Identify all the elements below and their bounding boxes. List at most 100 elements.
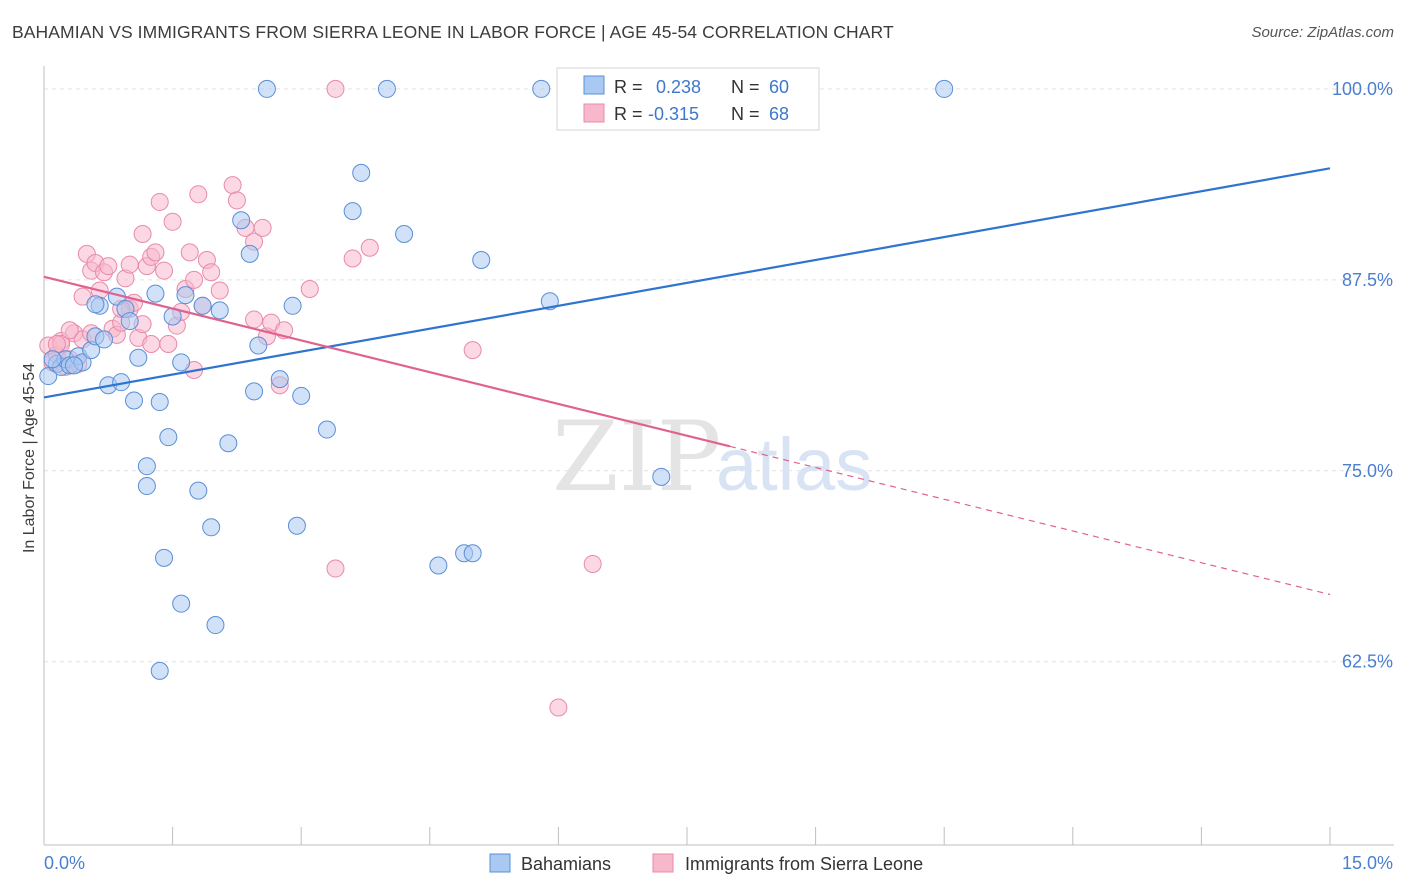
point-sierra-leone-36 xyxy=(189,185,208,204)
point-sierra-leone-34 xyxy=(180,243,199,262)
point-bahamians-58 xyxy=(86,295,105,314)
bottom-legend-swatch-sierra-leone xyxy=(652,853,674,873)
point-bahamians-32 xyxy=(219,434,238,453)
point-sierra-leone-23 xyxy=(133,225,152,244)
point-sierra-leone-59 xyxy=(60,321,79,340)
trend-line-sierra-leone xyxy=(43,275,731,448)
r-value-2: -0.315 xyxy=(648,104,699,124)
point-sierra-leone-64 xyxy=(142,334,161,353)
point-sierra-leone-54 xyxy=(326,79,345,98)
r-value-1: 0.238 xyxy=(656,77,701,97)
point-bahamians-53 xyxy=(652,467,671,486)
point-sierra-leone-52 xyxy=(343,249,362,268)
point-bahamians-51 xyxy=(532,79,551,98)
point-sierra-leone-57 xyxy=(583,554,602,573)
point-bahamians-56 xyxy=(43,350,62,369)
point-bahamians-46 xyxy=(395,225,414,244)
point-sierra-leone-66 xyxy=(245,310,264,329)
point-sierra-leone-55 xyxy=(463,341,482,360)
point-bahamians-22 xyxy=(159,428,178,447)
point-sierra-leone-29 xyxy=(159,334,178,353)
point-bahamians-33 xyxy=(232,211,251,230)
point-bahamians-15 xyxy=(125,391,144,410)
point-sierra-leone-28 xyxy=(155,261,174,280)
point-bahamians-16 xyxy=(129,348,148,367)
bottom-legend: Bahamians Immigrants from Sierra Leone xyxy=(489,853,923,874)
trend-line-sierra-leone-extrapolated xyxy=(729,445,1331,596)
n-label-1: N = xyxy=(731,77,760,97)
y-tick-label-1: 87.5% xyxy=(1342,270,1393,290)
point-sierra-leone-27 xyxy=(150,192,169,211)
point-bahamians-31 xyxy=(210,301,229,320)
point-bahamians-20 xyxy=(150,393,169,412)
n-value-1: 60 xyxy=(769,77,789,97)
point-bahamians-49 xyxy=(463,544,482,563)
point-bahamians-39 xyxy=(283,296,302,315)
point-bahamians-26 xyxy=(176,286,195,305)
r-label-1: R = xyxy=(614,77,643,97)
point-sierra-leone-67 xyxy=(47,334,66,353)
grid-lines xyxy=(44,88,1390,663)
point-sierra-leone-56 xyxy=(549,698,568,717)
legend-swatch-bahamians xyxy=(583,75,605,95)
point-bahamians-27 xyxy=(189,481,208,500)
source-label: Source: ZipAtlas.com xyxy=(1251,24,1394,41)
r-label-2: R = xyxy=(614,104,643,124)
trend-line-bahamians xyxy=(43,167,1331,399)
point-bahamians-40 xyxy=(287,516,306,535)
point-sierra-leone-62 xyxy=(120,255,139,274)
point-bahamians-21 xyxy=(155,548,174,567)
y-axis-label: In Labor Force | Age 45-54 xyxy=(21,363,38,553)
series-bahamians-points xyxy=(39,79,954,680)
point-bahamians-54 xyxy=(935,79,954,98)
point-sierra-leone-50 xyxy=(300,280,319,299)
point-bahamians-37 xyxy=(257,79,276,98)
point-bahamians-24 xyxy=(172,594,191,613)
point-bahamians-28 xyxy=(193,296,212,315)
point-bahamians-34 xyxy=(240,244,259,263)
point-sierra-leone-39 xyxy=(202,263,221,282)
point-bahamians-17 xyxy=(137,457,156,476)
series-sierra-leone-points xyxy=(39,79,602,717)
point-bahamians-29 xyxy=(202,518,221,537)
point-bahamians-41 xyxy=(292,386,311,405)
point-bahamians-19 xyxy=(146,284,165,303)
bottom-legend-label-bahamians: Bahamians xyxy=(521,854,611,874)
point-sierra-leone-15 xyxy=(99,257,118,276)
x-tick-label-0: 0.0% xyxy=(44,853,85,873)
point-bahamians-47 xyxy=(429,556,448,575)
point-bahamians-10 xyxy=(95,330,114,349)
bottom-legend-label-sierra-leone: Immigrants from Sierra Leone xyxy=(685,854,923,874)
point-sierra-leone-26 xyxy=(146,243,165,262)
watermark: ZIP atlas xyxy=(552,401,872,513)
x-tick-label-1: 15.0% xyxy=(1342,853,1393,873)
point-sierra-leone-42 xyxy=(227,191,246,210)
point-bahamians-30 xyxy=(206,616,225,635)
axes xyxy=(43,66,1394,846)
point-sierra-leone-51 xyxy=(326,559,345,578)
point-bahamians-45 xyxy=(377,79,396,98)
tick-labels: 100.0% 87.5% 75.0% 62.5% 0.0% 15.0% xyxy=(44,79,1393,873)
point-bahamians-59 xyxy=(120,312,139,331)
point-bahamians-42 xyxy=(317,420,336,439)
point-bahamians-25 xyxy=(172,353,191,372)
point-sierra-leone-41 xyxy=(223,176,242,195)
trend-lines xyxy=(43,167,1331,596)
point-bahamians-18 xyxy=(137,477,156,496)
y-tick-label-3: 62.5% xyxy=(1342,652,1393,672)
y-tick-label-2: 75.0% xyxy=(1342,461,1393,481)
bottom-legend-swatch-bahamians xyxy=(489,853,511,873)
point-bahamians-38 xyxy=(270,370,289,389)
y-tick-label-0: 100.0% xyxy=(1332,79,1393,99)
watermark-atlas: atlas xyxy=(716,423,872,506)
n-value-2: 68 xyxy=(769,104,789,124)
point-sierra-leone-40 xyxy=(210,281,229,300)
stats-legend: R = 0.238 N = 60 R = -0.315 N = 68 xyxy=(556,67,820,131)
point-bahamians-36 xyxy=(249,336,268,355)
point-sierra-leone-35 xyxy=(185,270,204,289)
watermark-zip: ZIP xyxy=(552,401,721,513)
point-sierra-leone-30 xyxy=(163,212,182,231)
point-bahamians-57 xyxy=(65,356,84,375)
point-bahamians-35 xyxy=(245,382,264,401)
